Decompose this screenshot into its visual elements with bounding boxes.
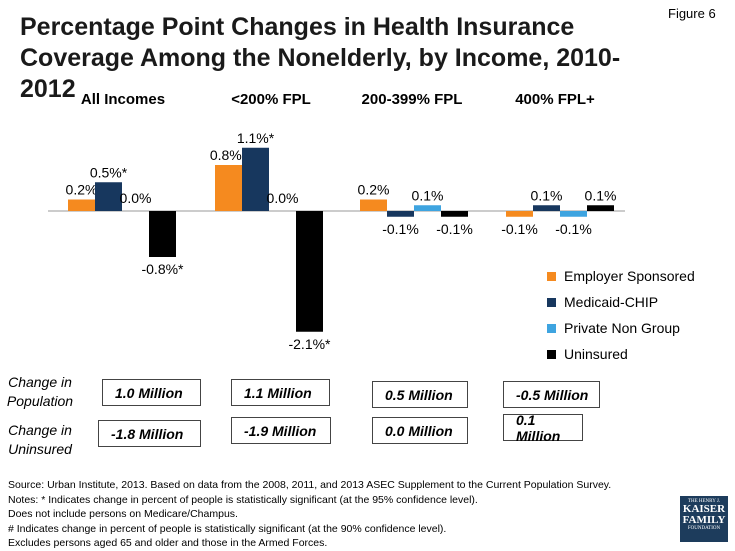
data-label-employer-sponsored-0: 0.2% xyxy=(66,182,98,198)
row-label-population-line2: Population xyxy=(6,393,74,409)
bar-medicaid-chip-0 xyxy=(95,182,122,211)
group-label-400-plus: 400% FPL+ xyxy=(515,91,595,108)
medicare-note: Does not include persons on Medicare/Cha… xyxy=(8,508,238,520)
significance-note-95: Notes: * Indicates change in percent of … xyxy=(8,493,478,506)
group-label-all-incomes: All Incomes xyxy=(80,91,166,108)
bar-employer-sponsored-3 xyxy=(506,211,533,217)
group-label-under-200: <200% FPL xyxy=(231,91,311,108)
population-value-400-plus: -0.5 Million xyxy=(503,381,600,408)
data-label-zero-0: 0.0% xyxy=(120,190,152,206)
uninsured-value-under-200: -1.9 Million xyxy=(231,417,331,444)
legend-item-employer: Employer Sponsored xyxy=(547,268,695,284)
data-label-uninsured-1: -2.1%* xyxy=(288,336,331,352)
row-label-population: Change in Population xyxy=(4,373,76,411)
legend-swatch-uninsured xyxy=(547,349,556,359)
population-value-200-399: 0.5 Million xyxy=(372,381,468,408)
uninsured-value-200-399: 0.0 Million xyxy=(372,417,468,444)
bar-employer-sponsored-0 xyxy=(68,199,95,211)
legend-label-private: Private Non Group xyxy=(564,320,680,336)
legend-label-medicaid: Medicaid-CHIP xyxy=(564,294,659,310)
legend-item-medicaid: Medicaid-CHIP xyxy=(547,294,658,310)
data-label-zero-1: 0.0% xyxy=(267,190,299,206)
source-note: Source: Urban Institute, 2013. Based on … xyxy=(8,479,612,491)
significance-note-90: # Indicates change in percent of people … xyxy=(8,522,447,535)
data-label-private-non-group-3: -0.1% xyxy=(555,221,592,237)
bar-uninsured-1 xyxy=(296,211,323,332)
figure-label: Figure 6 xyxy=(668,6,716,21)
row-label-uninsured: Change in Uninsured xyxy=(4,421,76,459)
data-label-medicaid-chip-0: 0.5%* xyxy=(90,164,128,180)
data-label-medicaid-chip-2: -0.1% xyxy=(382,221,419,237)
chart-title: Percentage Point Changes in Health Insur… xyxy=(20,13,621,103)
data-label-uninsured-0: -0.8%* xyxy=(141,261,184,277)
kff-logo: THE HENRY J. KAISER FAMILY FOUNDATION xyxy=(680,496,728,542)
legend-swatch-private xyxy=(547,323,556,333)
legend-item-uninsured: Uninsured xyxy=(547,346,628,362)
bar-private-non-group-2 xyxy=(414,205,441,211)
legend-swatch-medicaid xyxy=(547,297,556,307)
row-label-uninsured-line2: Uninsured xyxy=(8,441,72,457)
row-label-uninsured-line1: Change in xyxy=(8,422,72,438)
legend-swatch-employer xyxy=(547,271,556,281)
logo-line2: KAISER xyxy=(682,503,726,515)
data-label-uninsured-2: -0.1% xyxy=(436,221,473,237)
uninsured-value-400-plus: 0.1 Million xyxy=(503,412,583,444)
bar-private-non-group-3 xyxy=(560,211,587,217)
data-label-employer-sponsored-1: 0.8%* xyxy=(210,147,248,163)
bar-uninsured-2 xyxy=(441,211,468,217)
exclusion-note: Excludes persons aged 65 and older and t… xyxy=(8,537,328,549)
data-label-uninsured-3: 0.1% xyxy=(585,187,617,203)
bar-uninsured-0 xyxy=(149,211,176,257)
bar-uninsured-3 xyxy=(587,205,614,211)
row-label-population-line1: Change in xyxy=(8,374,72,390)
bar-medicaid-chip-2 xyxy=(387,211,414,217)
logo-line4: FOUNDATION xyxy=(687,526,721,531)
uninsured-value-all-incomes: -1.8 Million xyxy=(98,420,201,447)
data-label-medicaid-chip-3: 0.1% xyxy=(531,187,563,203)
bar-employer-sponsored-2 xyxy=(360,199,387,211)
data-label-medicaid-chip-1: 1.1%* xyxy=(237,130,275,146)
bar-employer-sponsored-1 xyxy=(215,165,242,211)
bar-chart: 0.2% 0.8%* 0.2% -0.1% 0.5%* 1.1%* -0.1% 0.1% 0.1… xyxy=(48,130,625,352)
legend-label-employer: Employer Sponsored xyxy=(564,268,695,284)
data-label-private-non-group-2: 0.1% xyxy=(412,187,444,203)
bar-medicaid-chip-3 xyxy=(533,205,560,211)
logo-line1: THE HENRY J. xyxy=(687,499,721,504)
population-value-all-incomes: 1.0 Million xyxy=(102,379,201,406)
bar-medicaid-chip-1 xyxy=(242,147,269,211)
group-label-200-399: 200-399% FPL xyxy=(361,91,463,108)
data-label-employer-sponsored-3: -0.1% xyxy=(501,221,538,237)
data-label-employer-sponsored-2: 0.2% xyxy=(358,182,390,198)
legend-label-uninsured: Uninsured xyxy=(564,346,628,362)
legend-item-private: Private Non Group xyxy=(547,320,680,336)
population-value-under-200: 1.1 Million xyxy=(231,379,330,406)
logo-line3: FAMILY xyxy=(682,514,726,526)
